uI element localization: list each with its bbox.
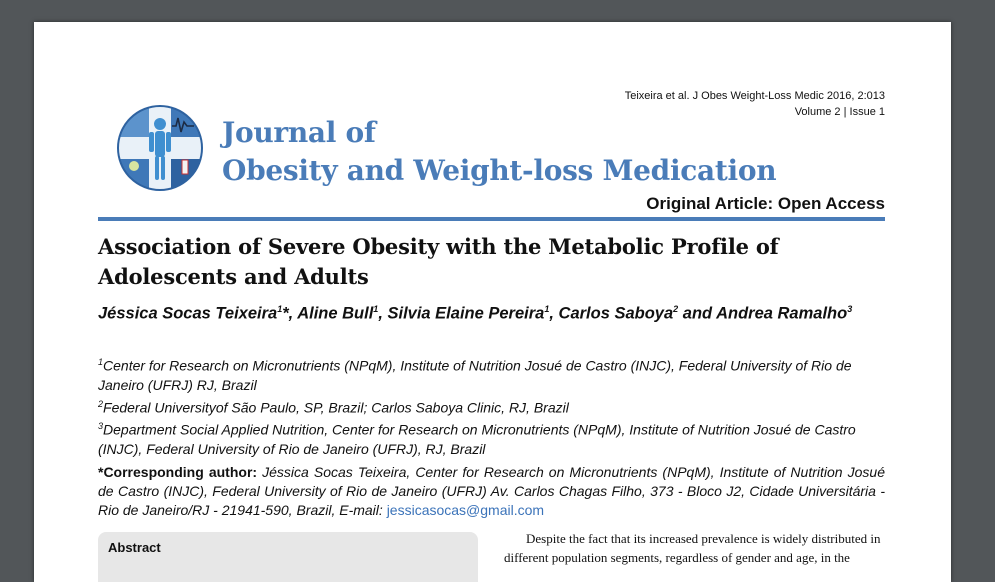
author-separator: ,	[549, 304, 559, 323]
intro-paragraph: Despite the fact that its increased prev…	[504, 529, 884, 567]
journal-title-line2: Obesity and Weight-loss Medication	[222, 154, 777, 187]
affiliation-text: Center for Research on Micronutrients (N…	[98, 357, 852, 393]
affiliation-text: Department Social Applied Nutrition, Cen…	[98, 421, 856, 457]
volume-issue: Volume 2 | Issue 1	[794, 106, 885, 118]
author-name: Carlos Saboya	[558, 304, 674, 323]
abstract-box: Abstract	[98, 532, 478, 582]
corresponding-label: *Corresponding author:	[98, 464, 258, 480]
corresponding-author: *Corresponding author: Jéssica Socas Tei…	[98, 463, 885, 520]
affiliation-1: 1Center for Research on Micronutrients (…	[98, 353, 888, 395]
author-separator: ,	[378, 304, 388, 323]
paragraph-text: Despite the fact that its increased prev…	[504, 531, 881, 565]
journal-title: Journal of Obesity and Weight-loss Medic…	[222, 114, 777, 190]
author-name: Andrea Ramalho	[716, 304, 848, 323]
citation-header: Teixeira et al. J Obes Weight-Loss Medic…	[625, 88, 885, 120]
author-separator: and	[678, 304, 717, 323]
affiliation-2: 2Federal Universityof São Paulo, SP, Bra…	[98, 395, 888, 418]
abstract-heading: Abstract	[108, 540, 161, 555]
affiliation-3: 3Department Social Applied Nutrition, Ce…	[98, 417, 888, 459]
article-type-label: Original Article: Open Access	[646, 194, 885, 213]
author-name: Aline Bull	[297, 304, 374, 323]
affiliation-text: Federal Universityof São Paulo, SP, Braz…	[103, 399, 569, 416]
email-link[interactable]: jessicasocas@gmail.com	[386, 502, 545, 518]
article-title: Association of Severe Obesity with the M…	[98, 234, 779, 289]
journal-logo-icon	[117, 105, 203, 191]
author-affiliation-mark: 1	[277, 304, 283, 314]
author-separator: *,	[282, 304, 298, 323]
citation-line: Teixeira et al. J Obes Weight-Loss Medic…	[624, 90, 885, 102]
pdf-page: Teixeira et al. J Obes Weight-Loss Medic…	[34, 22, 951, 582]
journal-title-line1: Journal of	[222, 116, 376, 149]
author-name: Silvia Elaine Pereira	[387, 304, 545, 323]
author-affiliation-mark: 2	[673, 304, 679, 314]
author-name: Jéssica Socas Teixeira	[98, 304, 278, 323]
corresponding-text: Jéssica Socas Teixeira, Center for Resea…	[98, 464, 885, 518]
author-affiliation-mark: 3	[847, 304, 853, 314]
author-affiliation-mark: 1	[544, 304, 550, 314]
author-list: Jéssica Socas Teixeira1*, Aline Bull1, S…	[98, 298, 888, 325]
author-affiliation-mark: 1	[373, 304, 379, 314]
header-divider	[98, 217, 885, 221]
affiliation-mark: 3	[98, 421, 104, 431]
affiliation-mark: 1	[98, 357, 104, 367]
affiliation-mark: 2	[98, 399, 104, 409]
